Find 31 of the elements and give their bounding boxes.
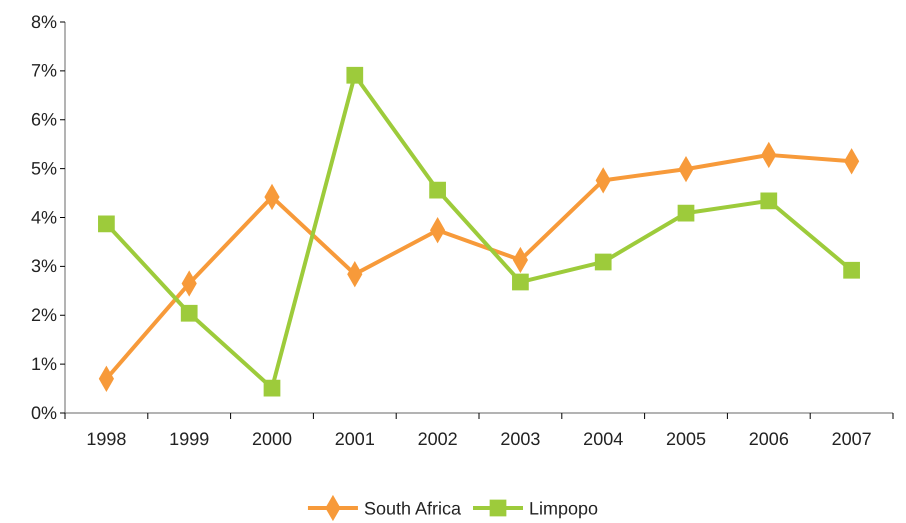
y-tick-label: 7%	[30, 60, 57, 81]
point	[98, 215, 115, 232]
point	[264, 380, 280, 396]
x-tick-label: 1999	[169, 428, 210, 449]
x-tick-label: 2000	[252, 428, 292, 449]
point	[180, 304, 198, 322]
y-tick-label: 1%	[30, 354, 57, 374]
y-tick-label: 4%	[30, 207, 57, 228]
y-tick-label: 0%	[30, 402, 57, 423]
x-tick-label: 2005	[666, 428, 706, 449]
legend-label: Limpopo	[529, 498, 598, 518]
x-tick-label: 2001	[334, 428, 375, 449]
x-tick-label: 2007	[832, 428, 872, 449]
y-tick-label: 6%	[30, 110, 57, 130]
y-tick-label: 2%	[30, 305, 57, 326]
y-tick-label: 3%	[30, 256, 57, 276]
point	[760, 192, 778, 210]
y-tick-label: 5%	[30, 158, 57, 178]
x-tick-label: 2006	[748, 428, 789, 449]
legend-label: South Africa	[364, 498, 462, 518]
x-tick-label: 1998	[86, 428, 126, 449]
point	[678, 204, 694, 222]
x-tick-label: 2002	[418, 428, 458, 449]
x-tick-label: 2004	[583, 428, 624, 449]
point	[429, 182, 446, 198]
point	[346, 66, 364, 84]
x-tick-label: 2003	[500, 428, 540, 449]
point	[594, 254, 612, 270]
y-tick-label: 8%	[30, 12, 57, 32]
point	[512, 274, 529, 290]
point	[843, 262, 860, 279]
